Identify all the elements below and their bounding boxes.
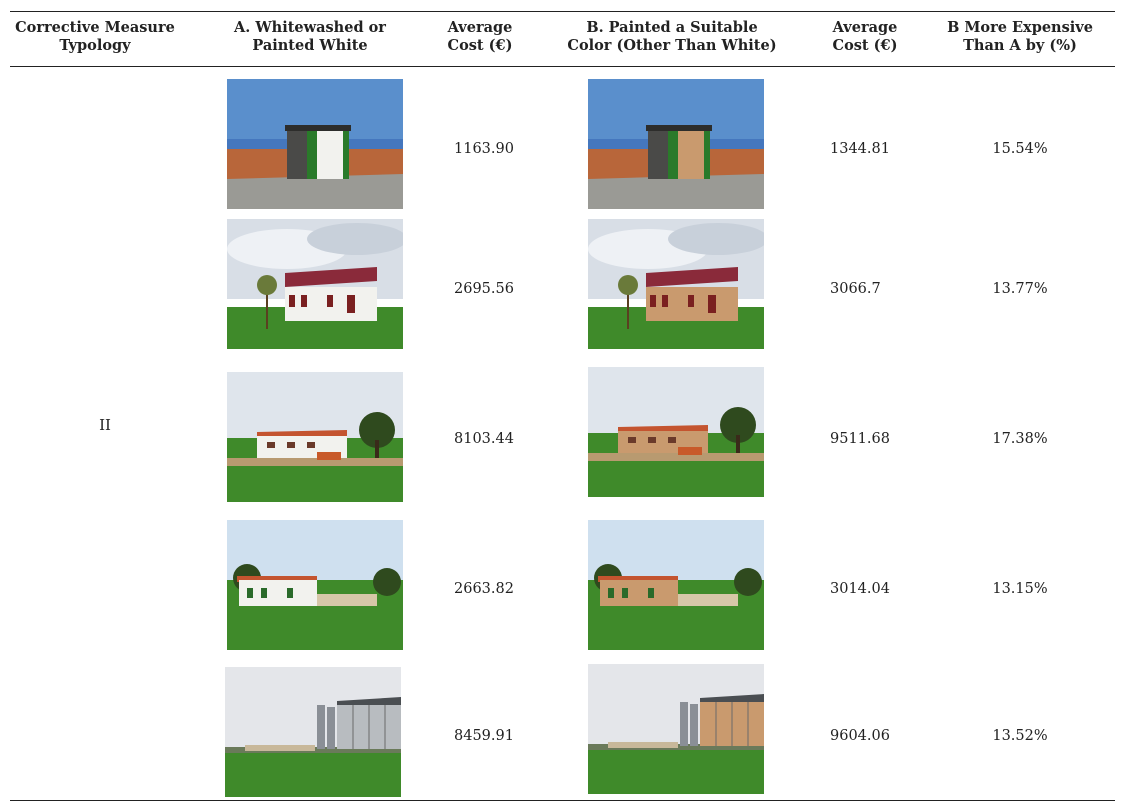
photo-suitable-color: [588, 367, 764, 497]
percent-cell: 15.54%: [992, 141, 1048, 157]
photo-suitable-color: [588, 664, 764, 794]
cost-a-cell: 2695.56: [454, 281, 514, 297]
cost-a-cell: 8103.44: [454, 431, 514, 447]
photo-whitewashed: [227, 219, 403, 349]
percent-cell: 13.52%: [992, 728, 1048, 744]
photo-whitewashed: [227, 372, 403, 502]
percent-cell: 17.38%: [992, 431, 1048, 447]
header-typology: Corrective Measure Typology: [15, 19, 175, 54]
percent-cell: 13.77%: [992, 281, 1048, 297]
cost-a-cell: 2663.82: [454, 581, 514, 597]
photo-suitable-color: [588, 219, 764, 349]
header-average-cost-b: Average Cost (€): [832, 19, 898, 54]
table-top-rule: [10, 11, 1115, 12]
table-header-rule: [10, 66, 1115, 67]
cost-b-cell: 3066.7: [830, 281, 881, 297]
cost-b-cell: 3014.04: [830, 581, 890, 597]
photo-whitewashed: [227, 79, 403, 209]
cost-a-cell: 1163.90: [454, 141, 514, 157]
table-bottom-rule: [10, 800, 1115, 801]
photo-suitable-color: [588, 79, 764, 209]
cost-a-cell: 8459.91: [454, 728, 514, 744]
percent-cell: 13.15%: [992, 581, 1048, 597]
header-percent-more: B More Expensive Than A by (%): [947, 19, 1093, 54]
cost-b-cell: 9604.06: [830, 728, 890, 744]
cost-b-cell: 9511.68: [830, 431, 890, 447]
header-average-cost-a: Average Cost (€): [447, 19, 513, 54]
photo-whitewashed: [225, 667, 401, 797]
header-suitable-color: B. Painted a Suitable Color (Other Than W…: [567, 19, 777, 54]
cost-b-cell: 1344.81: [830, 141, 890, 157]
photo-suitable-color: [588, 520, 764, 650]
typology-label: II: [99, 416, 111, 434]
photo-whitewashed: [227, 520, 403, 650]
header-whitewashed: A. Whitewashed or Painted White: [234, 19, 386, 54]
